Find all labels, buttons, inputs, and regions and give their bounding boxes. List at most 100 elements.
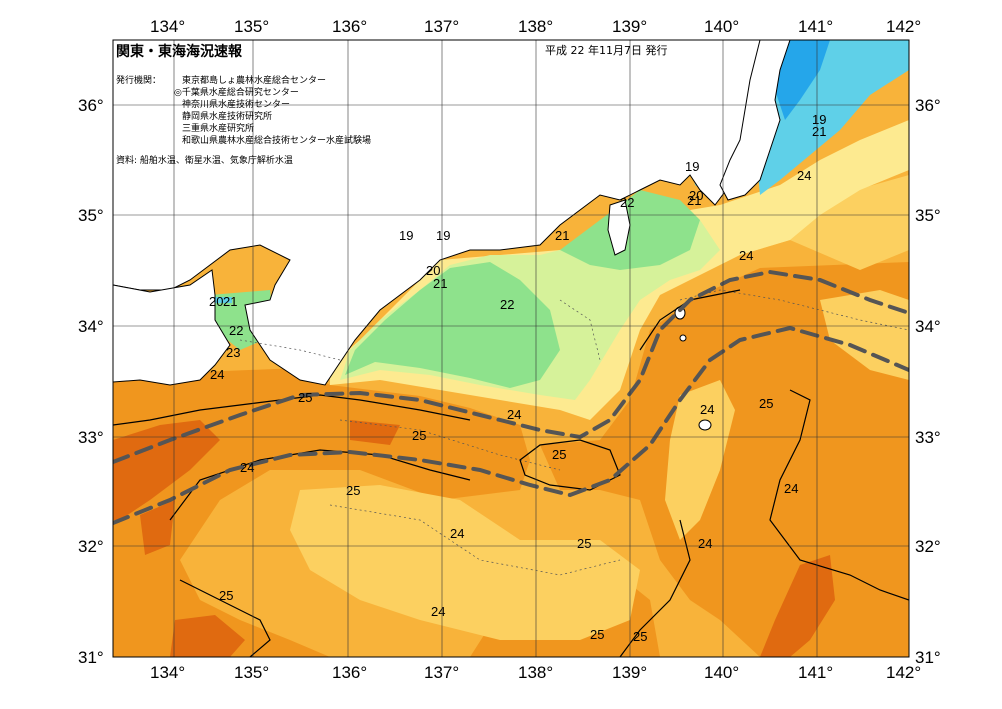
isotherm-label: 22 bbox=[620, 195, 634, 210]
issuer-item: ◎千葉県水産総合研究センター bbox=[174, 86, 299, 98]
warm-core-4 bbox=[760, 555, 835, 657]
isotherm-label: 24 bbox=[698, 536, 712, 551]
lat-label: 31° bbox=[915, 648, 941, 667]
lon-label: 142° bbox=[886, 663, 921, 682]
isotherm-label: 21 bbox=[687, 193, 701, 208]
lon-label: 135° bbox=[234, 663, 269, 682]
isotherm-label: 19 bbox=[436, 228, 450, 243]
lat-label: 33° bbox=[915, 428, 941, 447]
cool-pocket-central bbox=[290, 485, 640, 640]
kuroshio-axis-north bbox=[113, 269, 909, 464]
isotherm-label: 25 bbox=[759, 396, 773, 411]
isotherm-label: 19 bbox=[812, 112, 826, 127]
cool-pocket-offshore bbox=[820, 290, 909, 380]
lon-label: 139° bbox=[612, 17, 647, 36]
map-area: 19 21 24 19 20 21 22 19 19 20 21 21 24 2… bbox=[113, 40, 909, 657]
warm-core-5 bbox=[350, 420, 400, 445]
right-axis: 36° 35° 34° 33° 32° 31° bbox=[915, 96, 941, 667]
isotherm-label: 23 bbox=[226, 345, 240, 360]
isotherm-label: 24 bbox=[450, 526, 464, 541]
warm-core-1 bbox=[113, 420, 220, 520]
map-title: 関東・東海海況速報 bbox=[116, 43, 243, 60]
land-izu bbox=[607, 199, 631, 256]
isotherm-label: 25 bbox=[552, 447, 566, 462]
isotherm-lines bbox=[113, 289, 909, 657]
bottom-axis: 134° 135° 136° 137° 138° 139° 140° 141° … bbox=[150, 663, 921, 682]
isotherm-label: 20 bbox=[689, 188, 703, 203]
warm-core-3 bbox=[170, 615, 245, 657]
lat-label: 35° bbox=[78, 206, 104, 225]
kuroshio-axis-south bbox=[113, 325, 909, 525]
isotherm-label: 25 bbox=[577, 536, 591, 551]
lon-label: 138° bbox=[518, 17, 553, 36]
land-kinki bbox=[113, 40, 771, 386]
isotherm-label: 19 bbox=[685, 159, 699, 174]
graticule bbox=[113, 40, 909, 657]
isotherm-label: 25 bbox=[298, 390, 312, 405]
isotherm-label: 24 bbox=[240, 460, 254, 475]
cold-water-boso-core bbox=[775, 40, 830, 120]
map-border bbox=[112, 39, 910, 658]
lon-label: 136° bbox=[332, 17, 367, 36]
lat-label: 31° bbox=[78, 648, 104, 667]
lon-label: 140° bbox=[704, 663, 739, 682]
isotherm-label: 21 bbox=[812, 124, 826, 139]
map-header: 関東・東海海況速報 平成 22 年11月7日 発行 発行機関： 東京都島しょ農林… bbox=[116, 43, 667, 166]
lon-label: 139° bbox=[612, 663, 647, 682]
coastal-belt-20 bbox=[345, 262, 560, 388]
lat-label: 33° bbox=[78, 428, 104, 447]
isotherm-label: 20 bbox=[426, 263, 440, 278]
minor-isotherms bbox=[239, 289, 909, 576]
lon-label: 140° bbox=[704, 17, 739, 36]
lon-label: 138° bbox=[518, 663, 553, 682]
issuer-item: 神奈川県水産技術センター bbox=[182, 98, 290, 110]
isotherm-label: 21 bbox=[223, 294, 237, 309]
isotherm-label: 24 bbox=[507, 407, 521, 422]
isotherm-label: 25 bbox=[346, 483, 360, 498]
land-boso bbox=[719, 40, 791, 201]
lon-label: 141° bbox=[798, 17, 833, 36]
issuer-item: 三重県水産研究所 bbox=[182, 122, 254, 134]
lat-label: 36° bbox=[915, 96, 941, 115]
lon-label: 135° bbox=[234, 17, 269, 36]
lat-label: 35° bbox=[915, 206, 941, 225]
issuer-item: 和歌山県農林水産総合技術センター水産試験場 bbox=[182, 134, 371, 146]
left-axis: 36° 35° 34° 33° 32° 31° bbox=[78, 96, 104, 667]
kuroshio-axis bbox=[113, 269, 909, 525]
island-kozu bbox=[679, 334, 687, 342]
lon-label: 136° bbox=[332, 663, 367, 682]
isotherm-label: 20 bbox=[209, 294, 223, 309]
lon-label: 142° bbox=[886, 17, 921, 36]
lon-label: 134° bbox=[150, 663, 185, 682]
data-sources: 資料: 船舶水温、衛星水温、気象庁解析水温 bbox=[116, 154, 293, 166]
top-axis: 134° 135° 136° 137° 138° 139° 140° 141° … bbox=[150, 17, 921, 36]
warm-core-2 bbox=[140, 500, 175, 555]
isotherm-label: 24 bbox=[784, 481, 798, 496]
isotherm-label: 22 bbox=[500, 297, 514, 312]
lat-label: 34° bbox=[915, 317, 941, 336]
isotherm-label: 24 bbox=[797, 168, 811, 183]
isotherm-label: 25 bbox=[219, 588, 233, 603]
isotherm-label: 24 bbox=[700, 402, 714, 417]
isotherm-label: 19 bbox=[399, 228, 413, 243]
lon-label: 137° bbox=[424, 663, 459, 682]
isotherm-label: 24 bbox=[431, 604, 445, 619]
lat-label: 34° bbox=[78, 317, 104, 336]
issuer-item: 東京都島しょ農林水産総合センター bbox=[182, 74, 326, 86]
isotherm-label: 25 bbox=[590, 627, 604, 642]
island-miyake bbox=[698, 419, 712, 431]
isotherm-label: 21 bbox=[433, 276, 447, 291]
isotherm-label: 24 bbox=[210, 367, 224, 382]
issuer-item: 静岡県水産技術研究所 bbox=[182, 110, 272, 122]
issue-date: 平成 22 年11月7日 発行 bbox=[545, 43, 667, 57]
isotherm-labels: 19 21 24 19 20 21 22 19 19 20 21 21 24 2… bbox=[209, 112, 826, 642]
isotherm-label: 24 bbox=[739, 248, 753, 263]
lon-label: 137° bbox=[424, 17, 459, 36]
isotherm-label: 21 bbox=[555, 228, 569, 243]
isotherm-label: 25 bbox=[412, 428, 426, 443]
lat-label: 36° bbox=[78, 96, 104, 115]
isotherm-label: 25 bbox=[633, 629, 647, 644]
lat-label: 32° bbox=[78, 537, 104, 556]
lon-label: 134° bbox=[150, 17, 185, 36]
